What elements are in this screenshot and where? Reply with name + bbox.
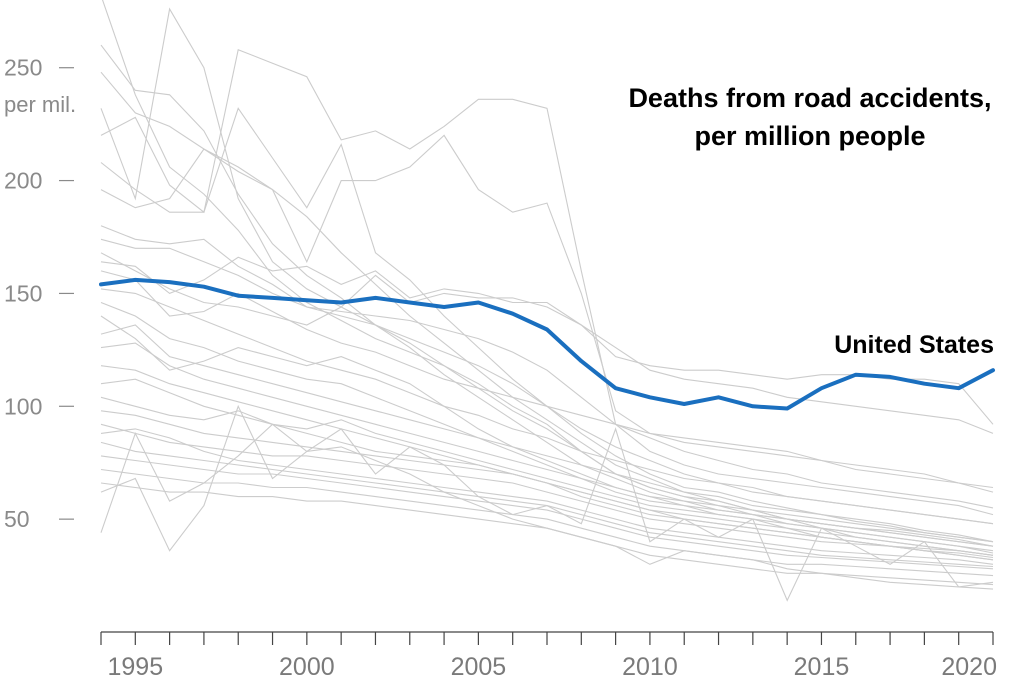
background-series-line-20 [100,396,994,552]
background-series-line-27 [100,482,994,586]
background-series-line-15 [100,315,994,543]
background-series-line-29 [100,404,994,602]
y-tick-label: 200 [4,168,42,194]
x-tick-label-2005: 2005 [451,653,507,681]
background-series-line-7 [100,134,994,493]
x-tick-label-2000: 2000 [279,653,335,681]
background-series-line-26 [100,468,994,577]
x-tick-label-2020: 2020 [941,653,997,681]
chart-title-line-2: per million people [694,121,925,151]
background-series-line-22 [100,423,994,559]
x-axis: 1995 2000 2005 2010 2015 2020 [100,631,997,681]
y-tick-200: 200 [4,168,74,194]
background-series-line-25 [100,455,994,570]
background-series-line-6 [100,48,994,516]
x-tick-label-2015: 2015 [794,653,850,681]
background-country-lines [100,0,994,602]
x-tick-label-2010: 2010 [622,653,678,681]
y-tick-100: 100 [4,393,74,419]
y-tick-label: 50 [4,506,30,532]
chart-title: Deaths from road accidents, per million … [628,83,991,151]
background-series-line-18 [100,365,994,561]
y-tick-label: 100 [4,393,42,419]
background-series-line-28 [100,423,994,590]
highlight-series-line [99,277,995,411]
background-series-line-11 [100,256,994,434]
y-tick-250: 250 [4,55,74,81]
highlight-series-label: United States [834,331,994,359]
background-series-line-10 [100,252,994,425]
background-series-line-5 [100,107,994,543]
background-series-line-9 [100,238,994,525]
highlight-line-group [99,277,995,411]
background-series-line-16 [100,324,994,556]
chart-title-line-1: Deaths from road accidents, [628,83,991,113]
x-tick-label-1995: 1995 [107,653,163,681]
y-tick-50: 50 [4,506,74,532]
y-axis-unit-label: per mil. [4,92,76,117]
background-series-line-12 [100,270,994,489]
y-tick-150: 150 [4,280,74,306]
y-tick-label: 250 [4,55,42,81]
y-tick-label: 150 [4,280,42,306]
background-series-line-3 [100,71,994,543]
background-series-line-23 [100,428,994,565]
background-series-line-8 [100,225,994,509]
background-series-line-13 [100,288,994,525]
background-series-line-14 [100,301,994,547]
y-axis: 250 200 150 100 50 [4,55,74,532]
